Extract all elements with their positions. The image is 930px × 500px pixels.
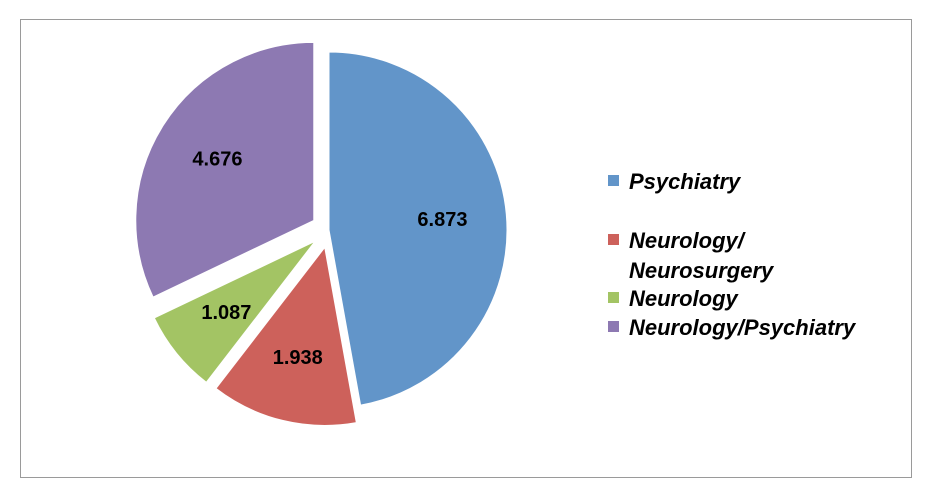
pie-data-labels: 6.873 1.938 1.087 4.676 <box>192 149 467 370</box>
pie-slice-neurology-neurosurgery <box>215 246 357 426</box>
pie-slices <box>135 41 508 426</box>
data-label-neurology: 1.087 <box>201 302 251 324</box>
data-label-psychiatry: 6.873 <box>417 209 467 231</box>
pie-slice-neurology-psychiatry <box>135 41 315 298</box>
data-label-neurology-psychiatry: 4.676 <box>192 149 242 171</box>
data-label-neurology-neurosurgery: 1.938 <box>273 347 323 369</box>
pie-slice-neurology <box>153 240 316 383</box>
pie-slice-psychiatry <box>328 51 508 406</box>
